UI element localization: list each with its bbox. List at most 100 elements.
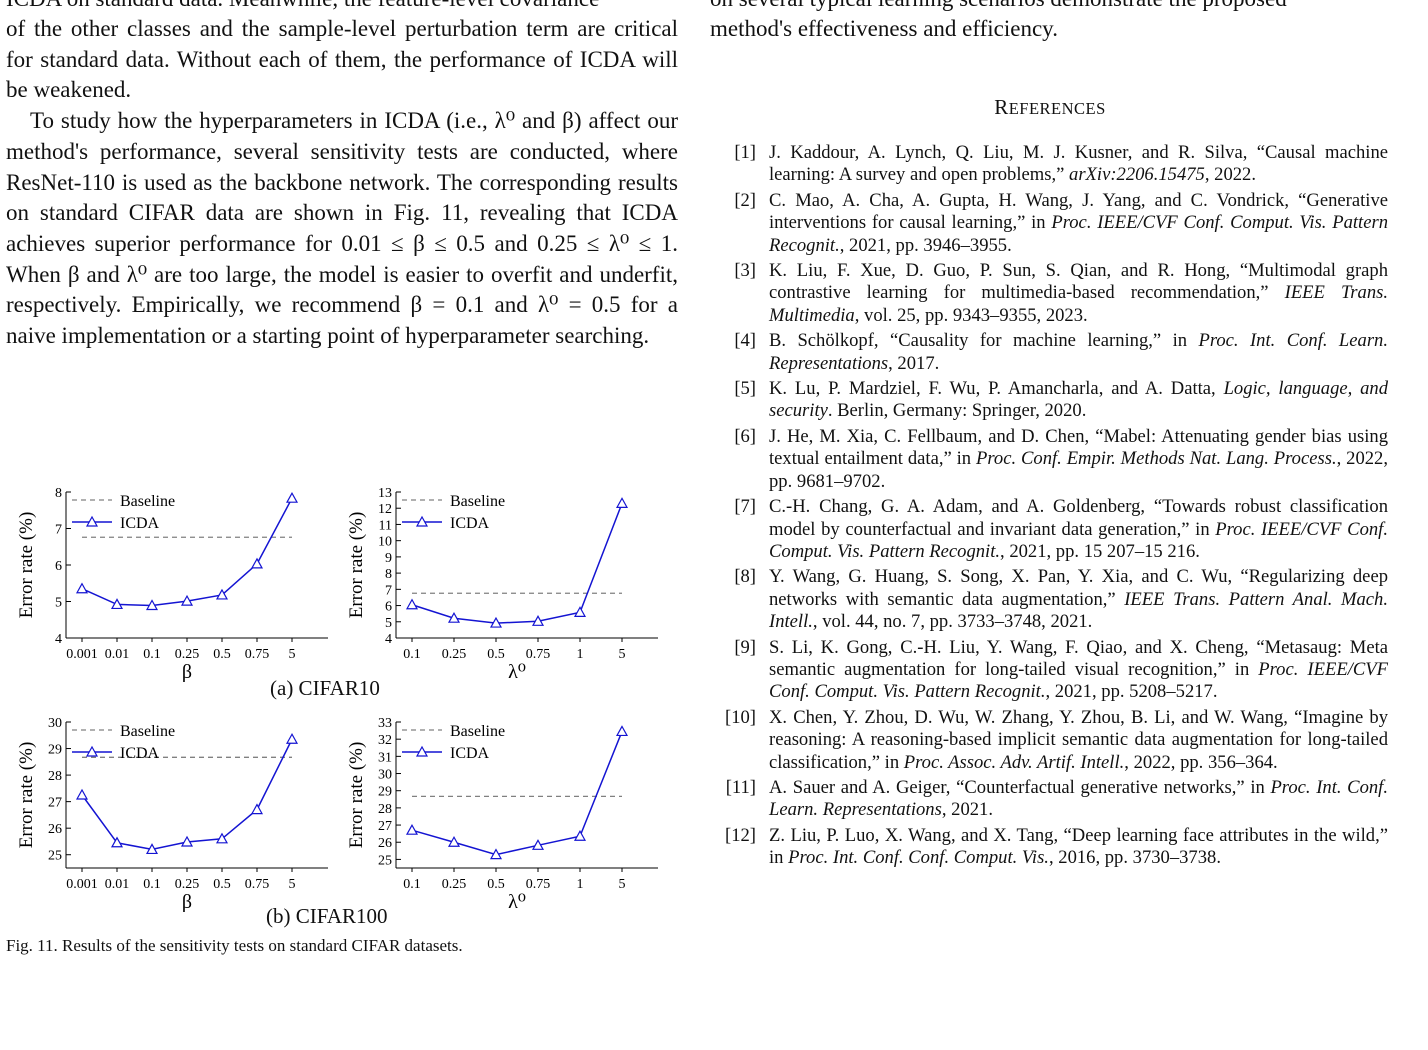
- icda-line: [411, 731, 623, 856]
- figure-caption: Fig. 11. Results of the sensitivity test…: [6, 936, 463, 955]
- x-tick-label: 0.75: [526, 877, 551, 892]
- legend-icda-marker: [415, 515, 429, 527]
- subcaption-b: (b) CIFAR100: [266, 904, 388, 928]
- y-tick-label: 27: [48, 796, 62, 811]
- reference-item: [6] J. He, M. Xia, C. Fellbaum, and D. Ch…: [712, 426, 1388, 493]
- reference-text: J. Kaddour, A. Lynch, Q. Liu, M. J. Kusn…: [769, 142, 1388, 186]
- legend-baseline-label: Baseline: [120, 493, 175, 510]
- reference-number: [12]: [725, 824, 756, 846]
- x-tick-label: 0.25: [442, 877, 467, 892]
- reference-text: Y. Wang, G. Huang, S. Song, X. Pan, Y. X…: [769, 566, 1388, 633]
- icda-point: [180, 835, 194, 847]
- y-tick-label: 9: [385, 551, 392, 566]
- icda-point: [615, 725, 629, 737]
- reference-text: J. He, M. Xia, C. Fellbaum, and D. Chen,…: [769, 425, 1388, 492]
- legend-icda-label: ICDA: [120, 745, 160, 762]
- y-tick-label: 25: [48, 849, 62, 864]
- x-axis-label: λ⁰: [508, 891, 526, 912]
- x-tick-label: 0.25: [175, 647, 200, 662]
- y-axis-label: Error rate (%): [16, 742, 37, 849]
- icda-point: [489, 616, 503, 628]
- y-tick-label: 11: [379, 518, 392, 533]
- reference-number: [11]: [725, 776, 756, 798]
- y-tick-label: 33: [378, 716, 392, 731]
- y-tick-label: 30: [48, 716, 62, 731]
- reference-item: [5] K. Lu, P. Mardziel, F. Wu, P. Amancha…: [712, 378, 1388, 423]
- reference-number: [2]: [734, 189, 756, 211]
- icda-point: [215, 588, 229, 600]
- y-axis-label: Error rate (%): [346, 512, 367, 619]
- y-tick-label: 7: [55, 523, 62, 538]
- y-tick-label: 5: [55, 596, 62, 611]
- x-axis-label: β: [182, 891, 192, 912]
- y-tick-label: 29: [378, 785, 392, 800]
- reference-item: [10] X. Chen, Y. Zhou, D. Wu, W. Zhang, Y…: [712, 707, 1388, 774]
- y-tick-label: 8: [55, 486, 62, 501]
- icda-point: [110, 836, 124, 848]
- y-tick-label: 32: [378, 733, 392, 748]
- legend-icda-marker: [85, 745, 99, 757]
- y-axis-label: Error rate (%): [16, 512, 37, 619]
- icda-point: [250, 557, 264, 569]
- chart-cifar100-lambda: 25 26 27 28 29 30 31 32 33 0.1 0.25 0.5 0.75 1 5 λ⁰ Erro…: [346, 716, 658, 912]
- reference-item: [11] A. Sauer and A. Geiger, “Counterfact…: [712, 777, 1388, 822]
- icda-point: [75, 788, 89, 800]
- legend-icda-marker: [85, 515, 99, 527]
- x-tick-label: 0.75: [245, 647, 270, 662]
- x-tick-label: 1: [577, 647, 584, 662]
- x-tick-label: 0.1: [403, 647, 421, 662]
- x-tick-label: 0.75: [245, 877, 270, 892]
- reference-item: [7] C.-H. Chang, G. A. Adam, and A. Golde…: [712, 496, 1388, 563]
- reference-number: [6]: [734, 425, 756, 447]
- y-tick-label: 8: [385, 567, 392, 582]
- y-tick-label: 28: [378, 802, 392, 817]
- y-tick-label: 10: [378, 535, 392, 550]
- left-column: of the other classes and the sample-leve…: [6, 14, 678, 352]
- references-heading: REFERENCES: [994, 95, 1106, 119]
- x-tick-label: 0.75: [526, 647, 551, 662]
- icda-point: [447, 611, 461, 623]
- reference-item: [4] B. Schölkopf, “Causality for machine …: [712, 330, 1388, 375]
- legend-baseline-label: Baseline: [450, 723, 505, 740]
- icda-point: [573, 829, 587, 841]
- x-tick-label: 0.001: [66, 877, 98, 892]
- reference-item: [12] Z. Liu, P. Luo, X. Wang, and X. Tang…: [712, 825, 1388, 870]
- icda-line: [81, 738, 293, 851]
- legend-icda-label: ICDA: [450, 745, 490, 762]
- legend-icda-marker: [415, 745, 429, 757]
- y-tick-label: 31: [378, 750, 392, 765]
- x-tick-label: 0.1: [403, 877, 421, 892]
- y-tick-label: 7: [385, 583, 392, 598]
- y-tick-label: 28: [48, 769, 62, 784]
- reference-text: X. Chen, Y. Zhou, D. Wu, W. Zhang, Y. Zh…: [769, 706, 1388, 773]
- cut-off-text-line: ICDA on standard data. Meanwhile, the fe…: [6, 0, 678, 15]
- y-tick-label: 4: [55, 632, 62, 647]
- y-axis-label: Error rate (%): [346, 742, 367, 849]
- chart-cifar10-beta: 4 5 6 7 8 0.001 0.01 0.1 0.25 0.5 0.75 5 β Error rate…: [16, 486, 328, 682]
- chart-cifar100-beta: 25 26 27 28 29 30 0.001 0.01 0.1 0.25 0.5 0.75 5 β Err…: [16, 716, 328, 912]
- icda-line: [411, 503, 623, 624]
- reference-number: [9]: [734, 636, 756, 658]
- cut-off-text-line-right: on several typical learning scenarios de…: [710, 0, 1390, 15]
- x-tick-label: 0.01: [105, 877, 130, 892]
- icda-point: [615, 497, 629, 508]
- icda-point: [75, 582, 89, 594]
- reference-number: [3]: [734, 260, 756, 282]
- icda-point: [573, 606, 587, 617]
- reference-text: A. Sauer and A. Geiger, “Counterfactual …: [769, 776, 1388, 821]
- icda-point: [250, 803, 264, 815]
- icda-point: [145, 599, 159, 611]
- y-tick-label: 6: [385, 600, 392, 615]
- icda-point: [447, 835, 461, 847]
- y-tick-label: 27: [378, 819, 392, 834]
- icda-point: [110, 598, 124, 610]
- icda-point: [405, 598, 419, 610]
- x-tick-label: 0.1: [143, 877, 161, 892]
- reference-number: [8]: [734, 566, 756, 588]
- icda-point: [215, 832, 229, 844]
- y-tick-label: 13: [378, 486, 392, 501]
- x-tick-label: 0.5: [487, 877, 505, 892]
- legend-baseline-label: Baseline: [450, 493, 505, 510]
- reference-number: [7]: [734, 496, 756, 518]
